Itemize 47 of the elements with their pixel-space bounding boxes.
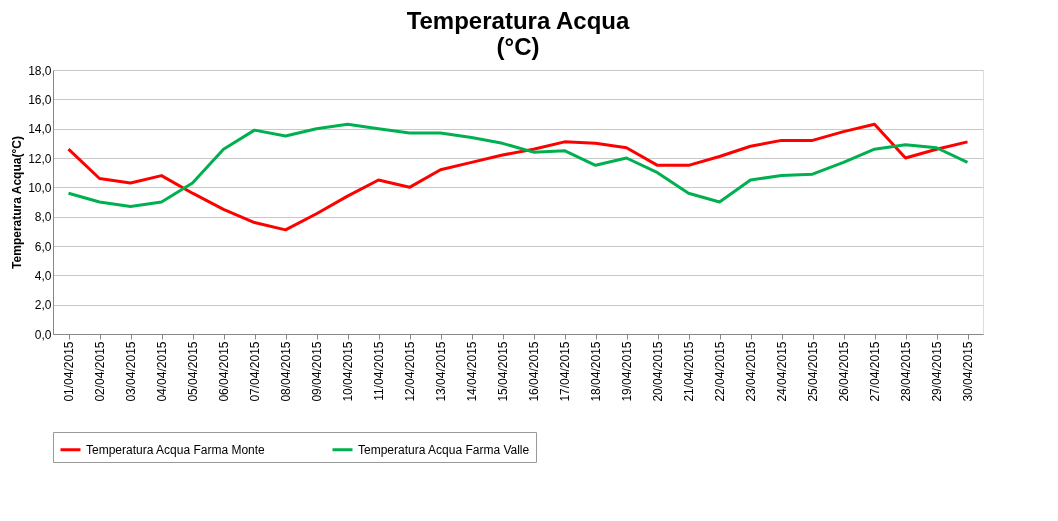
x-tick-label: 22/04/2015 [713, 341, 727, 402]
y-tick-label: 14,0 [28, 122, 52, 137]
x-tick-label: 10/04/2015 [341, 341, 355, 402]
x-tick-label: 25/04/2015 [806, 341, 820, 402]
x-tick-label: 11/04/2015 [372, 341, 386, 401]
x-tick-label: 02/04/2015 [93, 341, 107, 402]
x-tick-label: 23/04/2015 [744, 341, 758, 402]
x-tick-label: 03/04/2015 [124, 341, 138, 402]
x-tick-label: 15/04/2015 [496, 341, 510, 402]
legend-label: Temperatura Acqua Farma Monte [86, 442, 266, 457]
y-tick-label: 16,0 [28, 92, 52, 107]
x-tick-label: 04/04/2015 [155, 341, 169, 402]
x-tick-label: 27/04/2015 [868, 341, 882, 402]
x-tick-label: 21/04/2015 [682, 341, 696, 402]
x-tick-label: 24/04/2015 [775, 341, 789, 402]
y-tick-label: 2,0 [34, 298, 52, 313]
y-tick-label: 18,0 [28, 63, 52, 78]
x-tick-label: 30/04/2015 [961, 341, 975, 402]
x-tick-label: 13/04/2015 [434, 341, 448, 402]
x-tick-label: 06/04/2015 [217, 341, 231, 402]
x-tick-label: 17/04/2015 [558, 341, 572, 402]
text: Temperatura Acqua [406, 7, 630, 34]
x-tick-label: 29/04/2015 [930, 341, 944, 402]
x-tick-label: 18/04/2015 [589, 341, 603, 402]
x-tick-label: 01/04/2015 [62, 341, 76, 402]
x-tick-label: 05/04/2015 [186, 341, 200, 402]
x-tick-label: 26/04/2015 [837, 341, 851, 402]
x-tick-label: 20/04/2015 [651, 341, 665, 402]
x-tick-label: 19/04/2015 [620, 341, 634, 402]
x-tick-label: 12/04/2015 [403, 341, 417, 402]
x-tick-label: 08/04/2015 [279, 341, 293, 402]
legend-label: Temperatura Acqua Farma Valle [358, 442, 530, 457]
x-tick-label: 16/04/2015 [527, 341, 541, 402]
x-tick-label: 07/04/2015 [248, 341, 262, 402]
line-series [67, 122, 969, 232]
x-tick-label: 28/04/2015 [899, 341, 913, 402]
line-series [67, 122, 969, 208]
y-tick-label: 10,0 [28, 180, 52, 195]
y-axis-title: Temperatura Acqua(°C) [10, 136, 25, 269]
x-tick-label: 14/04/2015 [465, 341, 479, 402]
y-tick-label: 0,0 [34, 327, 52, 342]
y-tick-label: 6,0 [34, 239, 52, 254]
text: (°C) [496, 33, 540, 60]
y-tick-label: 8,0 [34, 210, 52, 225]
y-tick-label: 4,0 [34, 268, 52, 283]
y-tick-label: 12,0 [28, 151, 52, 166]
x-tick-label: 09/04/2015 [310, 341, 324, 402]
